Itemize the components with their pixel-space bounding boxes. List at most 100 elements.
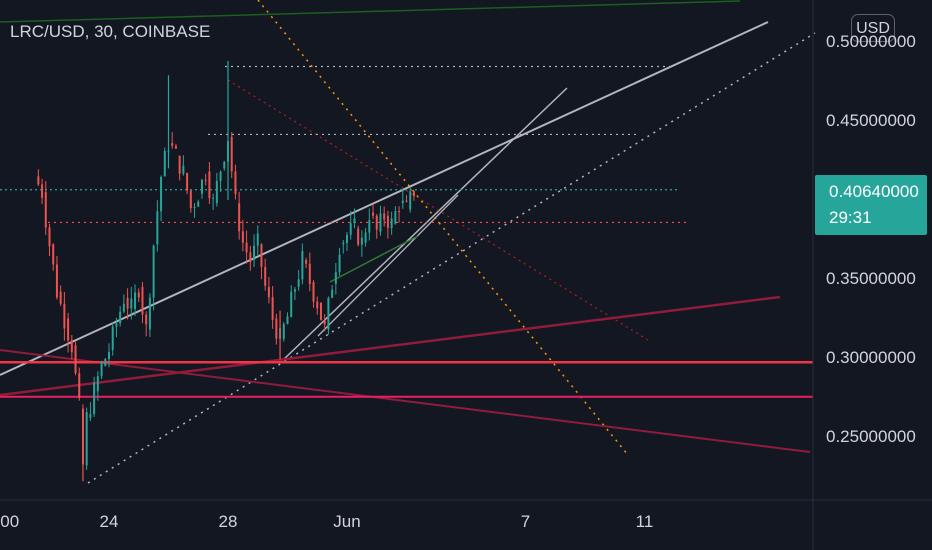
candle-body [78,373,81,398]
candle-body [338,254,341,273]
candle-body [312,282,315,302]
rising-wedge-lower-dotted[interactable] [87,32,816,484]
candle-body [301,251,304,280]
candle-body [253,245,256,261]
candle-body [264,266,267,286]
steep-trendline-2[interactable] [317,194,459,337]
candle-body [59,291,62,304]
candle-body [383,213,386,220]
bar-countdown: 29:31 [829,208,872,227]
candle-body [100,362,103,377]
candle-body [111,326,114,351]
candle-body [115,323,118,327]
candle-body [208,171,211,199]
candle-body [200,179,203,194]
candle-body [160,176,163,212]
candle-body [85,412,88,466]
candle-body [186,173,189,191]
candle-body [334,272,337,284]
candle-body [319,302,322,320]
candle-body [219,171,222,181]
candle-body [256,233,259,246]
candle-body [331,289,334,298]
candle-body [405,200,408,202]
candle-body [178,155,181,174]
candle-body [368,220,371,233]
price-tick-label: 0.25000000 [826,427,916,446]
candle-body [189,190,192,209]
candle-body [375,215,378,230]
candle-body [308,263,311,284]
candle-body [282,324,285,340]
candle-body [193,206,196,208]
candle-body [212,197,215,199]
candle-body [55,264,58,298]
candle-body [398,210,401,212]
candle-body [70,340,73,353]
candle-body [230,136,233,172]
candle-body [409,191,412,210]
candle-body [104,359,107,366]
candle-body [41,184,44,198]
orange-dotted-descending[interactable] [257,0,629,456]
maroon-falling[interactable] [0,349,811,453]
time-tick-label: 28 [218,512,238,531]
candle-body [93,382,96,414]
candle-body [197,201,200,207]
candle-body [67,318,70,341]
candle-body [249,252,252,262]
candle-body [148,297,151,330]
candle-body [316,301,319,309]
candle-body [323,319,326,325]
candle-body [119,311,122,324]
time-tick-label: 11 [635,512,654,531]
time-tick-label: 00 [0,512,20,531]
candle-body [342,242,345,245]
candle-body [245,242,248,253]
last-price-value: 0.40640000 [829,182,919,201]
maroon-rising[interactable] [0,295,781,397]
candle-body [275,318,278,339]
time-tick-label: 24 [99,512,119,531]
candle-body [360,237,363,245]
candle-body [141,286,144,315]
rising-wedge-upper[interactable] [0,21,769,376]
candle-body [204,179,207,181]
candle-body [357,228,360,245]
green-short-trend[interactable] [329,235,419,283]
symbol-title[interactable]: LRC/USD, 30, COINBASE [10,22,211,41]
candle-body [215,180,218,204]
currency-button[interactable]: USD [851,14,895,42]
time-tick-label: 7 [520,512,531,531]
trend-drawings[interactable] [0,0,816,484]
steep-trendline[interactable] [282,87,568,361]
candle-body [52,244,55,265]
green-trendline[interactable] [0,0,741,23]
candle-body [293,289,296,292]
candle-body [130,298,133,309]
candle-body [44,192,47,228]
candle-body [353,218,356,224]
candle-body [346,234,348,243]
candle-body [401,200,404,204]
candlestick-series [37,60,415,482]
candle-body [297,279,300,287]
candle-body [134,292,137,310]
candle-body [379,213,382,232]
candle-body [163,150,166,177]
red-dotted-descending[interactable] [227,79,649,341]
price-tick-label: 0.30000000 [826,348,916,367]
last-price-label: 0.40640000 29:31 [815,175,927,235]
candle-body [238,203,241,232]
candle-body [137,292,140,298]
candle-body [174,145,177,149]
candle-body [364,232,367,243]
price-tick-label: 0.45000000 [826,111,916,130]
candle-body [126,297,129,309]
candle-body [145,314,148,325]
candle-body [96,376,99,392]
candle-body [156,211,159,245]
horizontal-levels[interactable] [0,65,813,398]
candle-body [349,223,352,235]
